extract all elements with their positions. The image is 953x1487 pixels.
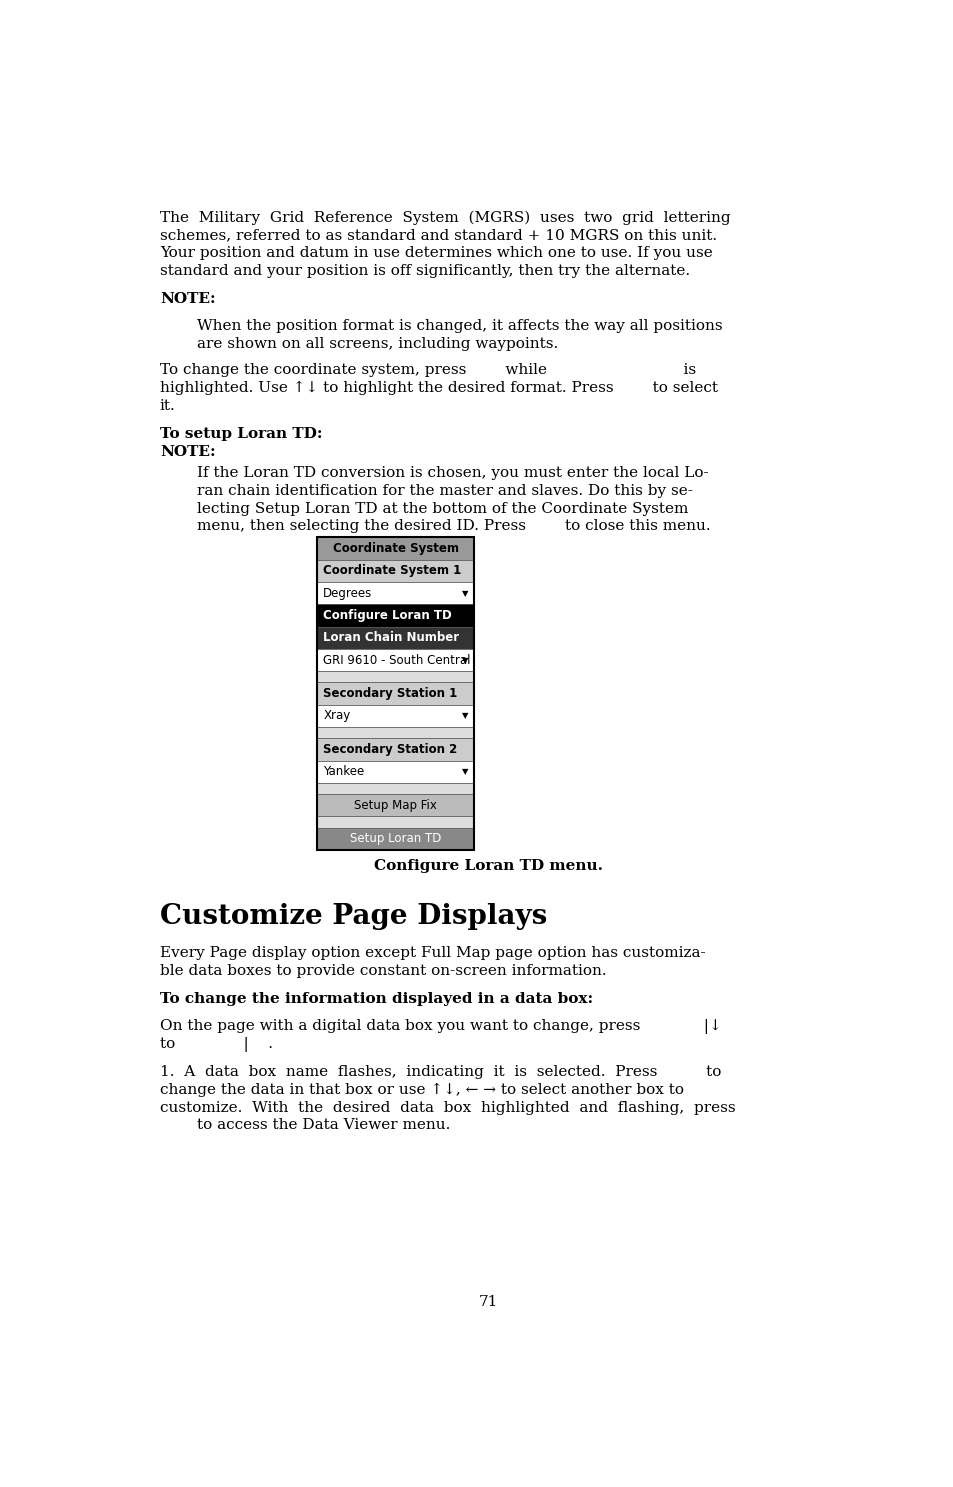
Bar: [317, 581, 474, 604]
Text: Secondary Station 1: Secondary Station 1: [323, 687, 457, 700]
Text: it.: it.: [160, 399, 175, 412]
Bar: [317, 671, 474, 683]
Text: standard and your position is off significantly, then try the alternate.: standard and your position is off signif…: [160, 263, 689, 278]
Bar: [317, 828, 474, 851]
Bar: [317, 784, 474, 794]
Bar: [317, 648, 474, 671]
Text: Setup Loran TD: Setup Loran TD: [350, 833, 441, 845]
Text: ▼: ▼: [461, 589, 468, 598]
Text: If the Loran TD conversion is chosen, you must enter the local Lo-: If the Loran TD conversion is chosen, yo…: [196, 465, 708, 480]
Text: Configure Loran TD: Configure Loran TD: [323, 610, 452, 622]
Text: Coordinate System: Coordinate System: [333, 541, 458, 555]
Bar: [317, 794, 474, 816]
Text: Xray: Xray: [323, 709, 350, 723]
Bar: [317, 738, 474, 761]
Text: When the position format is changed, it affects the way all positions: When the position format is changed, it …: [196, 318, 721, 333]
Text: Secondary Station 2: Secondary Station 2: [323, 744, 457, 755]
Text: ▼: ▼: [461, 767, 468, 776]
Text: customize.  With  the  desired  data  box  highlighted  and  flashing,  press: customize. With the desired data box hig…: [160, 1100, 735, 1114]
Bar: [317, 559, 474, 581]
Text: Coordinate System 1: Coordinate System 1: [323, 565, 461, 577]
Bar: [317, 761, 474, 784]
Text: To change the information displayed in a data box:: To change the information displayed in a…: [160, 992, 593, 1007]
Text: Loran Chain Number: Loran Chain Number: [323, 632, 459, 644]
Bar: [317, 537, 474, 559]
Text: highlighted. Use ↑↓ to highlight the desired format. Press        to select: highlighted. Use ↑↓ to highlight the des…: [160, 381, 718, 396]
Text: Your position and datum in use determines which one to use. If you use: Your position and datum in use determine…: [160, 245, 712, 260]
Text: Every Page display option except Full Map page option has customiza-: Every Page display option except Full Ma…: [160, 946, 705, 961]
Text: Yankee: Yankee: [323, 766, 364, 778]
Text: 1.  A  data  box  name  flashes,  indicating  it  is  selected.  Press          : 1. A data box name flashes, indicating i…: [160, 1065, 720, 1080]
Text: are shown on all screens, including waypoints.: are shown on all screens, including wayp…: [196, 336, 558, 351]
Bar: [317, 537, 474, 851]
Text: To setup Loran TD:: To setup Loran TD:: [160, 427, 322, 442]
Text: ▼: ▼: [461, 656, 468, 665]
Text: To change the coordinate system, press        while                            i: To change the coordinate system, press w…: [160, 363, 696, 378]
Text: 71: 71: [478, 1295, 498, 1309]
Text: Configure Loran TD menu.: Configure Loran TD menu.: [374, 859, 603, 873]
Text: GRI 9610 - South Central: GRI 9610 - South Central: [323, 654, 471, 666]
Bar: [317, 727, 474, 738]
Text: Customize Page Displays: Customize Page Displays: [160, 903, 547, 929]
Text: schemes, referred to as standard and standard + 10 MGRS on this unit.: schemes, referred to as standard and sta…: [160, 228, 717, 242]
Text: The  Military  Grid  Reference  System  (MGRS)  uses  two  grid  lettering: The Military Grid Reference System (MGRS…: [160, 211, 730, 225]
Text: ran chain identification for the master and slaves. Do this by se-: ran chain identification for the master …: [196, 483, 692, 498]
Bar: [317, 604, 474, 626]
Text: On the page with a digital data box you want to change, press             |↓: On the page with a digital data box you …: [160, 1019, 720, 1033]
Text: menu, then selecting the desired ID. Press        to close this menu.: menu, then selecting the desired ID. Pre…: [196, 519, 710, 534]
Text: Degrees: Degrees: [323, 587, 373, 599]
Text: to access the Data Viewer menu.: to access the Data Viewer menu.: [196, 1118, 450, 1132]
Bar: [317, 626, 474, 648]
Text: ble data boxes to provide constant on-screen information.: ble data boxes to provide constant on-sc…: [160, 964, 606, 978]
Bar: [317, 816, 474, 828]
Text: Setup Map Fix: Setup Map Fix: [354, 799, 436, 812]
Text: NOTE:: NOTE:: [160, 291, 215, 306]
Bar: [317, 683, 474, 705]
Text: change the data in that box or use ↑↓, ← → to select another box to: change the data in that box or use ↑↓, ←…: [160, 1083, 683, 1097]
Text: ▼: ▼: [461, 711, 468, 721]
Text: lecting Setup Loran TD at the bottom of the Coordinate System: lecting Setup Loran TD at the bottom of …: [196, 501, 687, 516]
Bar: [317, 705, 474, 727]
Text: to              |    .: to | .: [160, 1036, 273, 1051]
Text: NOTE:: NOTE:: [160, 445, 215, 459]
